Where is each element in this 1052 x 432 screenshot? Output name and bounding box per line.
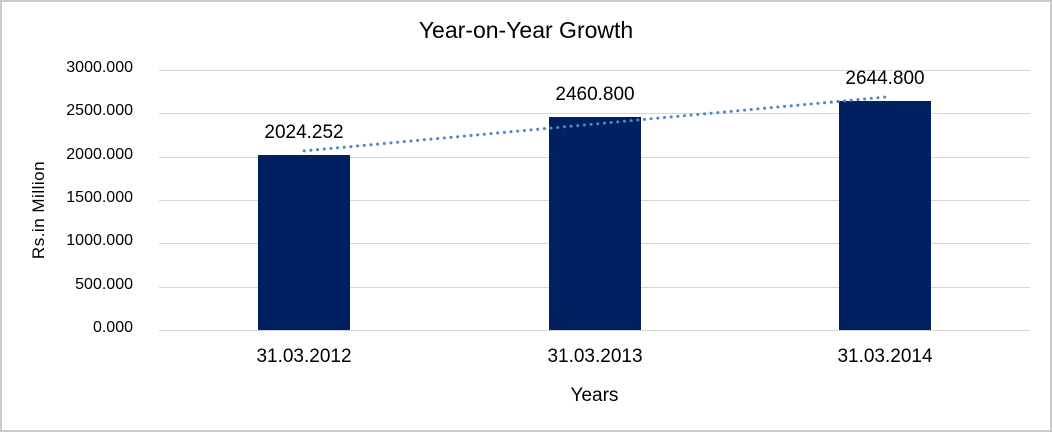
bar-31.03.2012 [258, 155, 350, 330]
bar-value-label: 2024.252 [264, 122, 344, 143]
x-category-label: 31.03.2013 [547, 346, 643, 367]
x-category-label: 31.03.2014 [837, 346, 933, 367]
gridline [159, 113, 1030, 114]
bar-31.03.2014 [839, 101, 931, 330]
y-axis-tick-label: 2500.000 [66, 102, 133, 119]
bar-value-label: 2644.800 [845, 68, 925, 89]
trendline [302, 95, 887, 153]
y-axis-tick-label: 0.000 [92, 319, 133, 336]
bar-31.03.2013 [549, 117, 641, 330]
x-category-label: 31.03.2012 [256, 346, 352, 367]
y-axis-tick-label: 2000.000 [66, 146, 133, 163]
plot-area: 2024.252 2460.800 2644.800 [159, 68, 1030, 331]
y-axis-tick-label: 3000.000 [66, 59, 133, 76]
gridline [159, 330, 1030, 331]
bar-value-label: 2460.800 [555, 84, 635, 105]
y-axis: 3000.000 2500.000 2000.000 1500.000 1000.000… [2, 59, 133, 336]
gridline [159, 70, 1030, 71]
y-axis-tick-label: 500.000 [75, 276, 133, 293]
x-axis: 31.03.2012 31.03.2013 31.03.2014 [159, 346, 1030, 370]
y-axis-tick-label: 1000.000 [66, 232, 133, 249]
chart-title: Year-on-Year Growth [418, 17, 634, 43]
y-axis-tick-label: 1500.000 [66, 189, 133, 206]
x-axis-title: Years [570, 385, 619, 406]
